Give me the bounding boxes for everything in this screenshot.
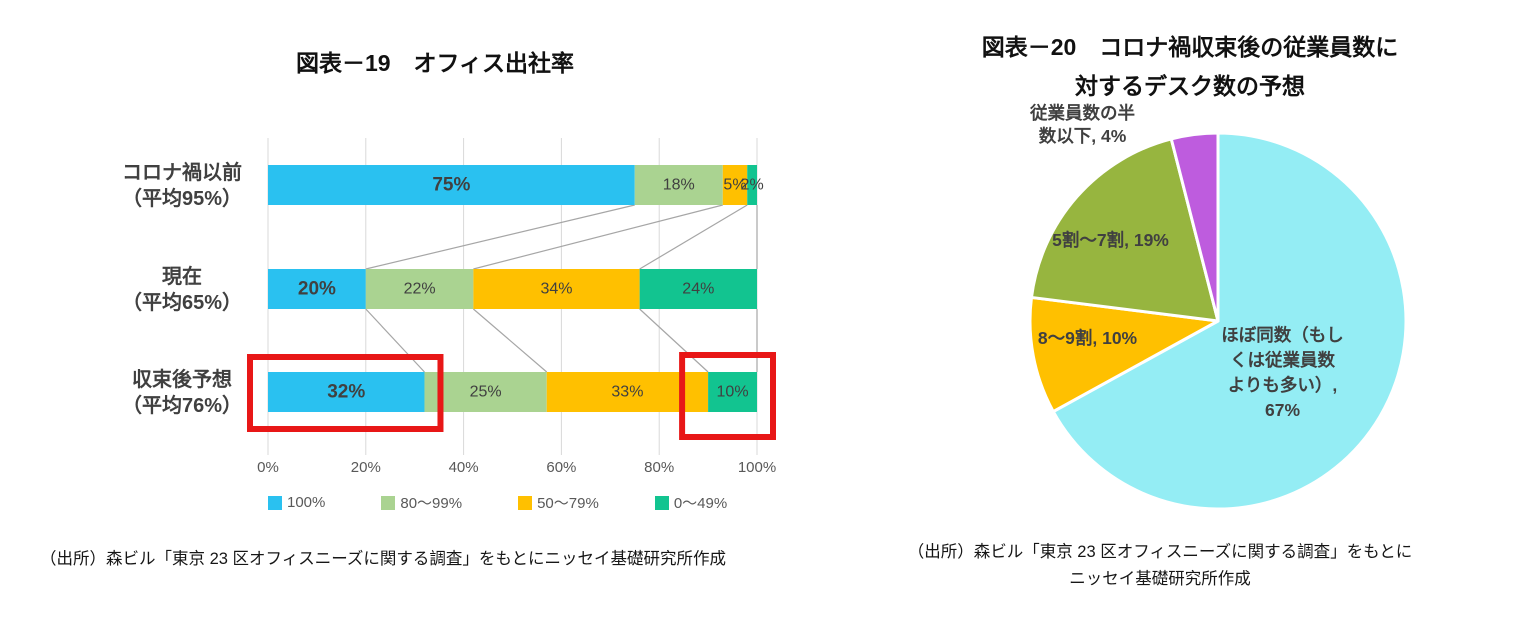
left-chart-title: 図表－19 オフィス出社率	[295, 50, 575, 76]
x-tick-label: 20%	[351, 459, 381, 476]
bar-segment	[639, 269, 757, 309]
bar-value-label: 20%	[298, 279, 336, 300]
bar-value-label: 10%	[717, 384, 749, 401]
bar-segment	[708, 372, 757, 412]
pie-label-8-9: 8〜9割, 10%	[1037, 328, 1138, 348]
legend-label: 80〜99%	[400, 495, 463, 512]
right-chart-title: 図表－20 コロナ禍収束後の従業員数に 対するデスク数の予想	[981, 34, 1399, 99]
x-tick-label: 80%	[644, 459, 674, 476]
legend-label: 100%	[287, 494, 326, 511]
legend-swatch-icon	[381, 495, 396, 510]
bar-segment	[473, 269, 640, 309]
legend-label: 50〜79%	[537, 495, 599, 512]
legend-item: 80〜99%	[381, 492, 462, 513]
bar-value-label: 25%	[470, 384, 502, 401]
highlight-box	[247, 354, 444, 432]
connector-line	[639, 308, 709, 373]
connector-line	[365, 204, 635, 270]
pie-slice	[1169, 131, 1220, 323]
connector-line	[472, 308, 548, 373]
bar-value-label: 2%	[741, 177, 764, 194]
legend-item: 100%	[268, 492, 325, 513]
attendance-bar-chart: 0% 20% 40% 60% 80% 100% 75% 18% 5%2% コロナ禍以前（平均95%…	[122, 138, 776, 476]
x-tick-label: 0%	[257, 459, 279, 476]
bar-value-label: 24%	[682, 281, 714, 298]
bar-segment	[268, 269, 366, 309]
bar-segment	[634, 165, 723, 205]
bar-chart-legend: 100% 80〜99% 50〜79% 0〜49%	[268, 492, 727, 513]
category-label: 収束後予想	[132, 367, 232, 391]
legend-item: 0〜49%	[654, 492, 728, 513]
category-label: コロナ禍以前	[122, 160, 242, 184]
pie-label-5-7: 5割〜7割, 19%	[1052, 230, 1169, 250]
bar-value-label: 34%	[540, 281, 572, 298]
legend-swatch-icon	[268, 495, 282, 510]
connector-line	[639, 204, 748, 270]
right-chart-source: （出所）森ビル「東京 23 区オフィスニーズに関する調査」をもとに ニッセイ基礎…	[907, 543, 1413, 588]
bar-value-label: 5%	[723, 177, 746, 194]
pie-label-half-or-less: 従業員数の半 数以下, 4%	[1030, 103, 1135, 146]
x-tick-label: 40%	[449, 459, 479, 476]
bar-segment	[268, 165, 635, 205]
pie-label-same-count: ほぼ同数（もし くは従業員数 よりも多い）, 67%	[1221, 325, 1344, 420]
bar-segment	[747, 165, 757, 205]
bar-value-label: 33%	[611, 384, 643, 401]
bar-segment	[424, 372, 547, 412]
category-label: （平均65%）	[122, 290, 242, 314]
pie-slice	[1029, 137, 1220, 323]
legend-label: 0〜49%	[673, 495, 728, 512]
pie-slice	[1028, 295, 1220, 414]
connector-line	[365, 308, 425, 373]
bar-segment	[722, 165, 748, 205]
category-label: （平均95%）	[122, 186, 242, 210]
x-tick-label: 60%	[546, 459, 576, 476]
bar-value-label: 75%	[432, 175, 470, 196]
category-label: （平均76%）	[122, 393, 242, 417]
desk-ratio-pie-chart	[1028, 131, 1408, 511]
pie-slice	[1051, 131, 1408, 511]
bar-segment	[268, 372, 425, 412]
bar-value-label: 18%	[663, 177, 695, 194]
x-tick-label: 100%	[738, 459, 776, 476]
legend-swatch-icon	[518, 495, 533, 510]
category-label: 現在	[162, 264, 202, 288]
highlight-box	[679, 352, 776, 440]
bar-segment	[365, 269, 474, 309]
legend-swatch-icon	[654, 495, 669, 510]
bar-value-label: 32%	[327, 382, 365, 403]
legend-item: 50〜79%	[518, 492, 599, 513]
connector-line	[473, 204, 723, 270]
bar-value-label: 22%	[404, 281, 436, 298]
left-chart-source: （出所）森ビル「東京 23 区オフィスニーズに関する調査」をもとにニッセイ基礎研…	[40, 550, 727, 568]
